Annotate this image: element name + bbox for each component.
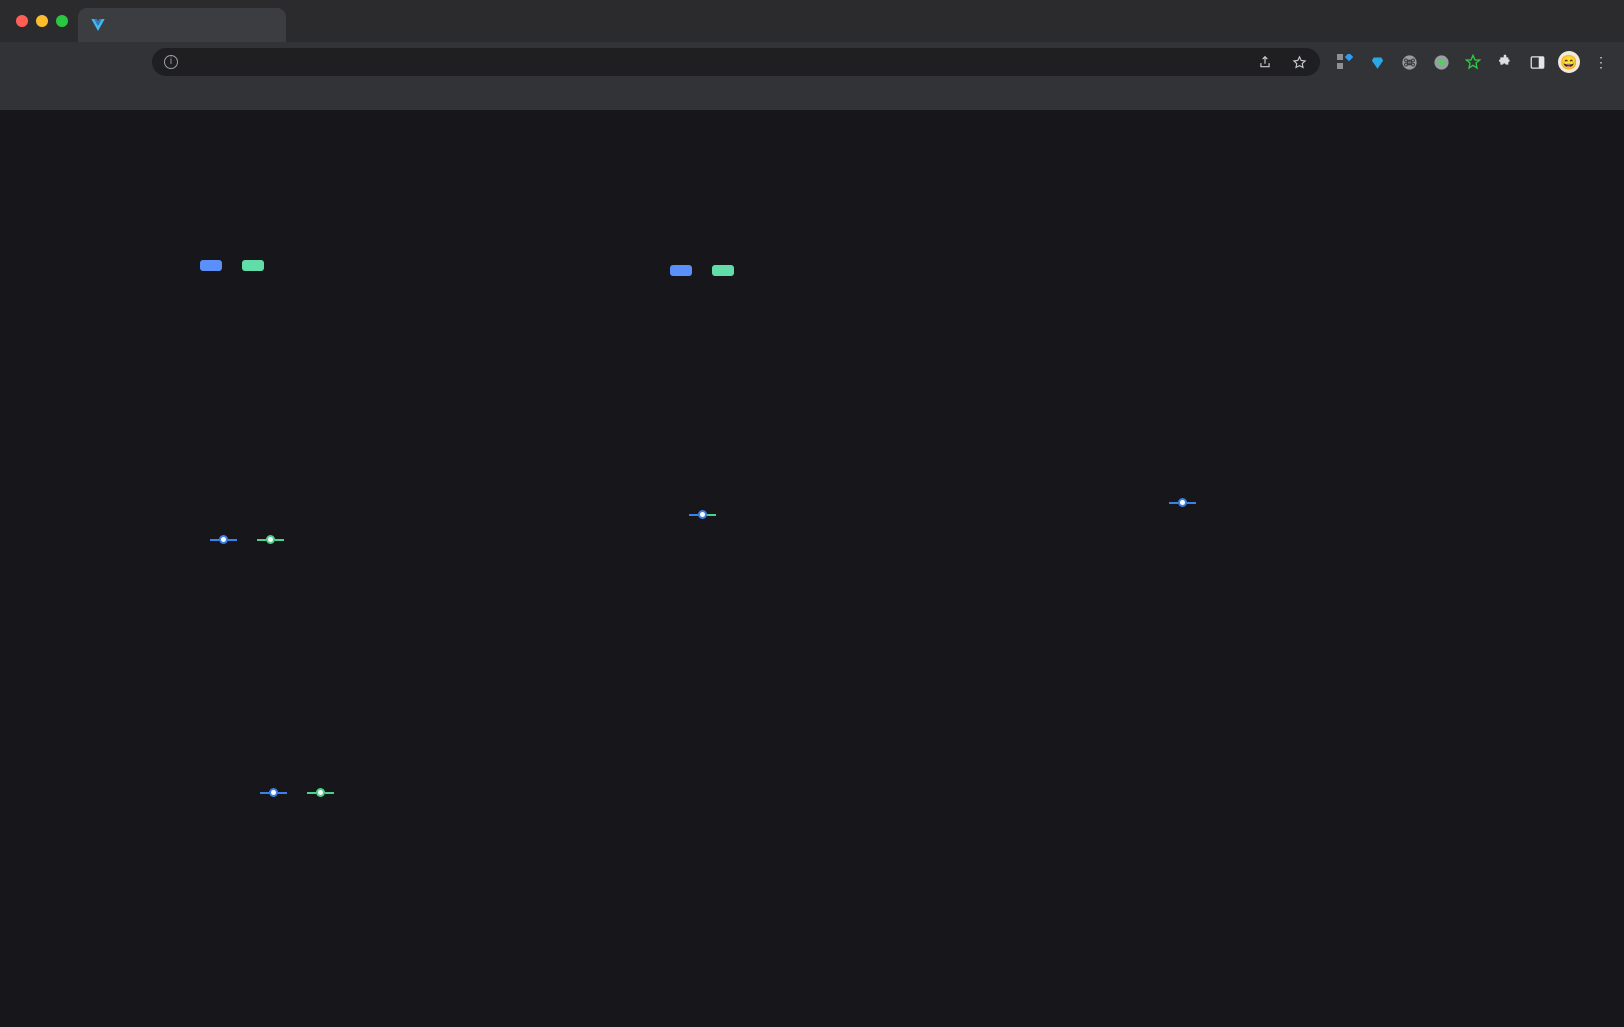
chart-area-single <box>985 498 1385 707</box>
browser-tab[interactable] <box>78 8 286 42</box>
legend-swatch <box>257 535 284 544</box>
legend-item[interactable] <box>260 788 293 797</box>
legend-item[interactable] <box>1168 498 1202 507</box>
minimize-window-button[interactable] <box>36 15 48 27</box>
maximize-window-button[interactable] <box>56 15 68 27</box>
donut-chart-svg <box>545 750 925 980</box>
vue-logo-icon <box>90 17 106 33</box>
legend-item[interactable] <box>257 535 290 544</box>
legend-swatch <box>688 510 716 519</box>
legend-item[interactable] <box>712 265 740 276</box>
browser-toolbar: i 😄 <box>0 42 1624 82</box>
smooth-line-chart-svg <box>505 519 905 714</box>
profile-avatar-icon[interactable]: 😄 <box>1556 49 1582 75</box>
forward-button[interactable] <box>44 48 72 76</box>
green-circle-icon[interactable] <box>1428 49 1454 75</box>
close-window-button[interactable] <box>16 15 28 27</box>
legend-item[interactable] <box>210 535 243 544</box>
legend-swatch <box>712 265 734 276</box>
legend-item[interactable] <box>688 510 722 519</box>
tab-strip <box>0 0 1624 42</box>
chart-area-two-series <box>100 788 500 997</box>
legend <box>985 498 1385 507</box>
chart-line-smooth <box>505 510 905 719</box>
legend-swatch <box>210 535 237 544</box>
legend <box>505 510 905 519</box>
legend-swatch <box>242 260 264 271</box>
legend-swatch <box>670 265 692 276</box>
legend-item[interactable] <box>242 260 270 271</box>
bookmarks-bar <box>0 82 1624 110</box>
share-icon[interactable] <box>1252 49 1278 75</box>
progress-axis-svg <box>1000 458 1360 494</box>
window-controls <box>12 0 78 42</box>
puzzle-icon[interactable] <box>1492 49 1518 75</box>
horizontal-bar-chart-svg <box>505 276 905 476</box>
legend <box>40 535 460 544</box>
stacked-area-chart-svg <box>100 797 500 992</box>
home-button[interactable] <box>112 48 140 76</box>
legend <box>505 265 905 276</box>
back-button[interactable] <box>10 48 38 76</box>
legend-swatch <box>307 788 334 797</box>
kebab-menu-icon[interactable]: ⋮ <box>1594 53 1608 70</box>
chart-bar-horizontal <box>505 265 905 481</box>
chevron-down-icon[interactable] <box>1606 32 1624 42</box>
bar-chart-svg <box>20 271 450 461</box>
legend-swatch <box>1168 498 1196 507</box>
gauge-svg <box>1045 745 1275 975</box>
legend-item[interactable] <box>200 260 228 271</box>
legend <box>100 788 500 797</box>
bookmark-star-icon[interactable] <box>1286 49 1312 75</box>
site-info-icon[interactable]: i <box>164 55 178 69</box>
chart-line-two-series <box>40 535 460 744</box>
line-chart-svg <box>40 544 460 739</box>
legend-item[interactable] <box>670 265 698 276</box>
legend-swatch <box>200 260 222 271</box>
new-tab-button[interactable] <box>296 10 324 38</box>
extension-grid-icon[interactable] <box>1332 49 1358 75</box>
legend <box>20 260 450 271</box>
reload-button[interactable] <box>78 48 106 76</box>
address-bar[interactable]: i <box>152 48 1320 76</box>
chart-donut <box>545 750 925 985</box>
sidepanel-icon[interactable] <box>1524 49 1550 75</box>
green-star-icon[interactable] <box>1460 49 1486 75</box>
chart-bar-vertical <box>20 260 450 466</box>
dashboard-page <box>0 110 1624 1027</box>
command-circle-icon[interactable] <box>1396 49 1422 75</box>
close-icon[interactable] <box>260 16 278 34</box>
chart-gauge <box>1045 745 1275 975</box>
legend-item[interactable] <box>307 788 340 797</box>
legend-swatch <box>260 788 287 797</box>
diamond-icon[interactable] <box>1364 49 1390 75</box>
area-chart-svg <box>985 507 1385 702</box>
